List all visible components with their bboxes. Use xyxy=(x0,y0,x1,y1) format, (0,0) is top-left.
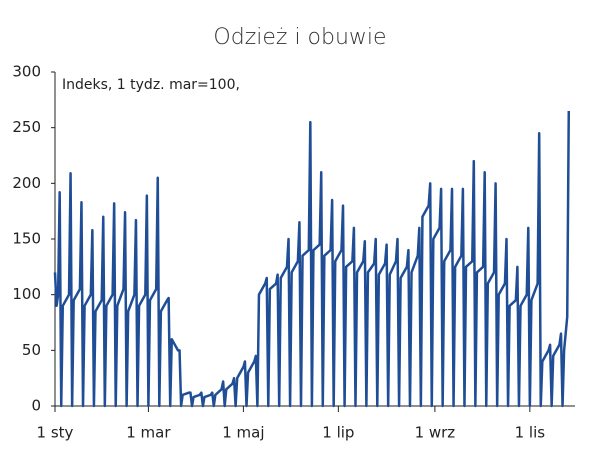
data-line xyxy=(53,110,571,408)
y-tick-label: 300 xyxy=(12,63,41,81)
annotation: Indeks, 1 tydz. mar=100, xyxy=(62,77,240,93)
x-tick-label: 1 sty xyxy=(37,424,74,442)
x-tick-label: 1 lis xyxy=(515,424,546,442)
y-tick-label: 0 xyxy=(31,397,41,415)
y-tick-label: 50 xyxy=(22,341,41,359)
chart-title: Odzież i obuwie xyxy=(213,25,386,50)
x-tick-label: 1 wrz xyxy=(415,424,456,442)
x-tick-label: 1 mar xyxy=(126,424,171,442)
y-tick-label: 100 xyxy=(12,285,41,303)
x-tick-label: 1 lip xyxy=(322,424,354,442)
y-tick-label: 250 xyxy=(12,118,41,136)
y-tick-label: 150 xyxy=(12,230,41,248)
y-tick-label: 200 xyxy=(12,174,41,192)
x-tick-label: 1 maj xyxy=(222,424,264,442)
